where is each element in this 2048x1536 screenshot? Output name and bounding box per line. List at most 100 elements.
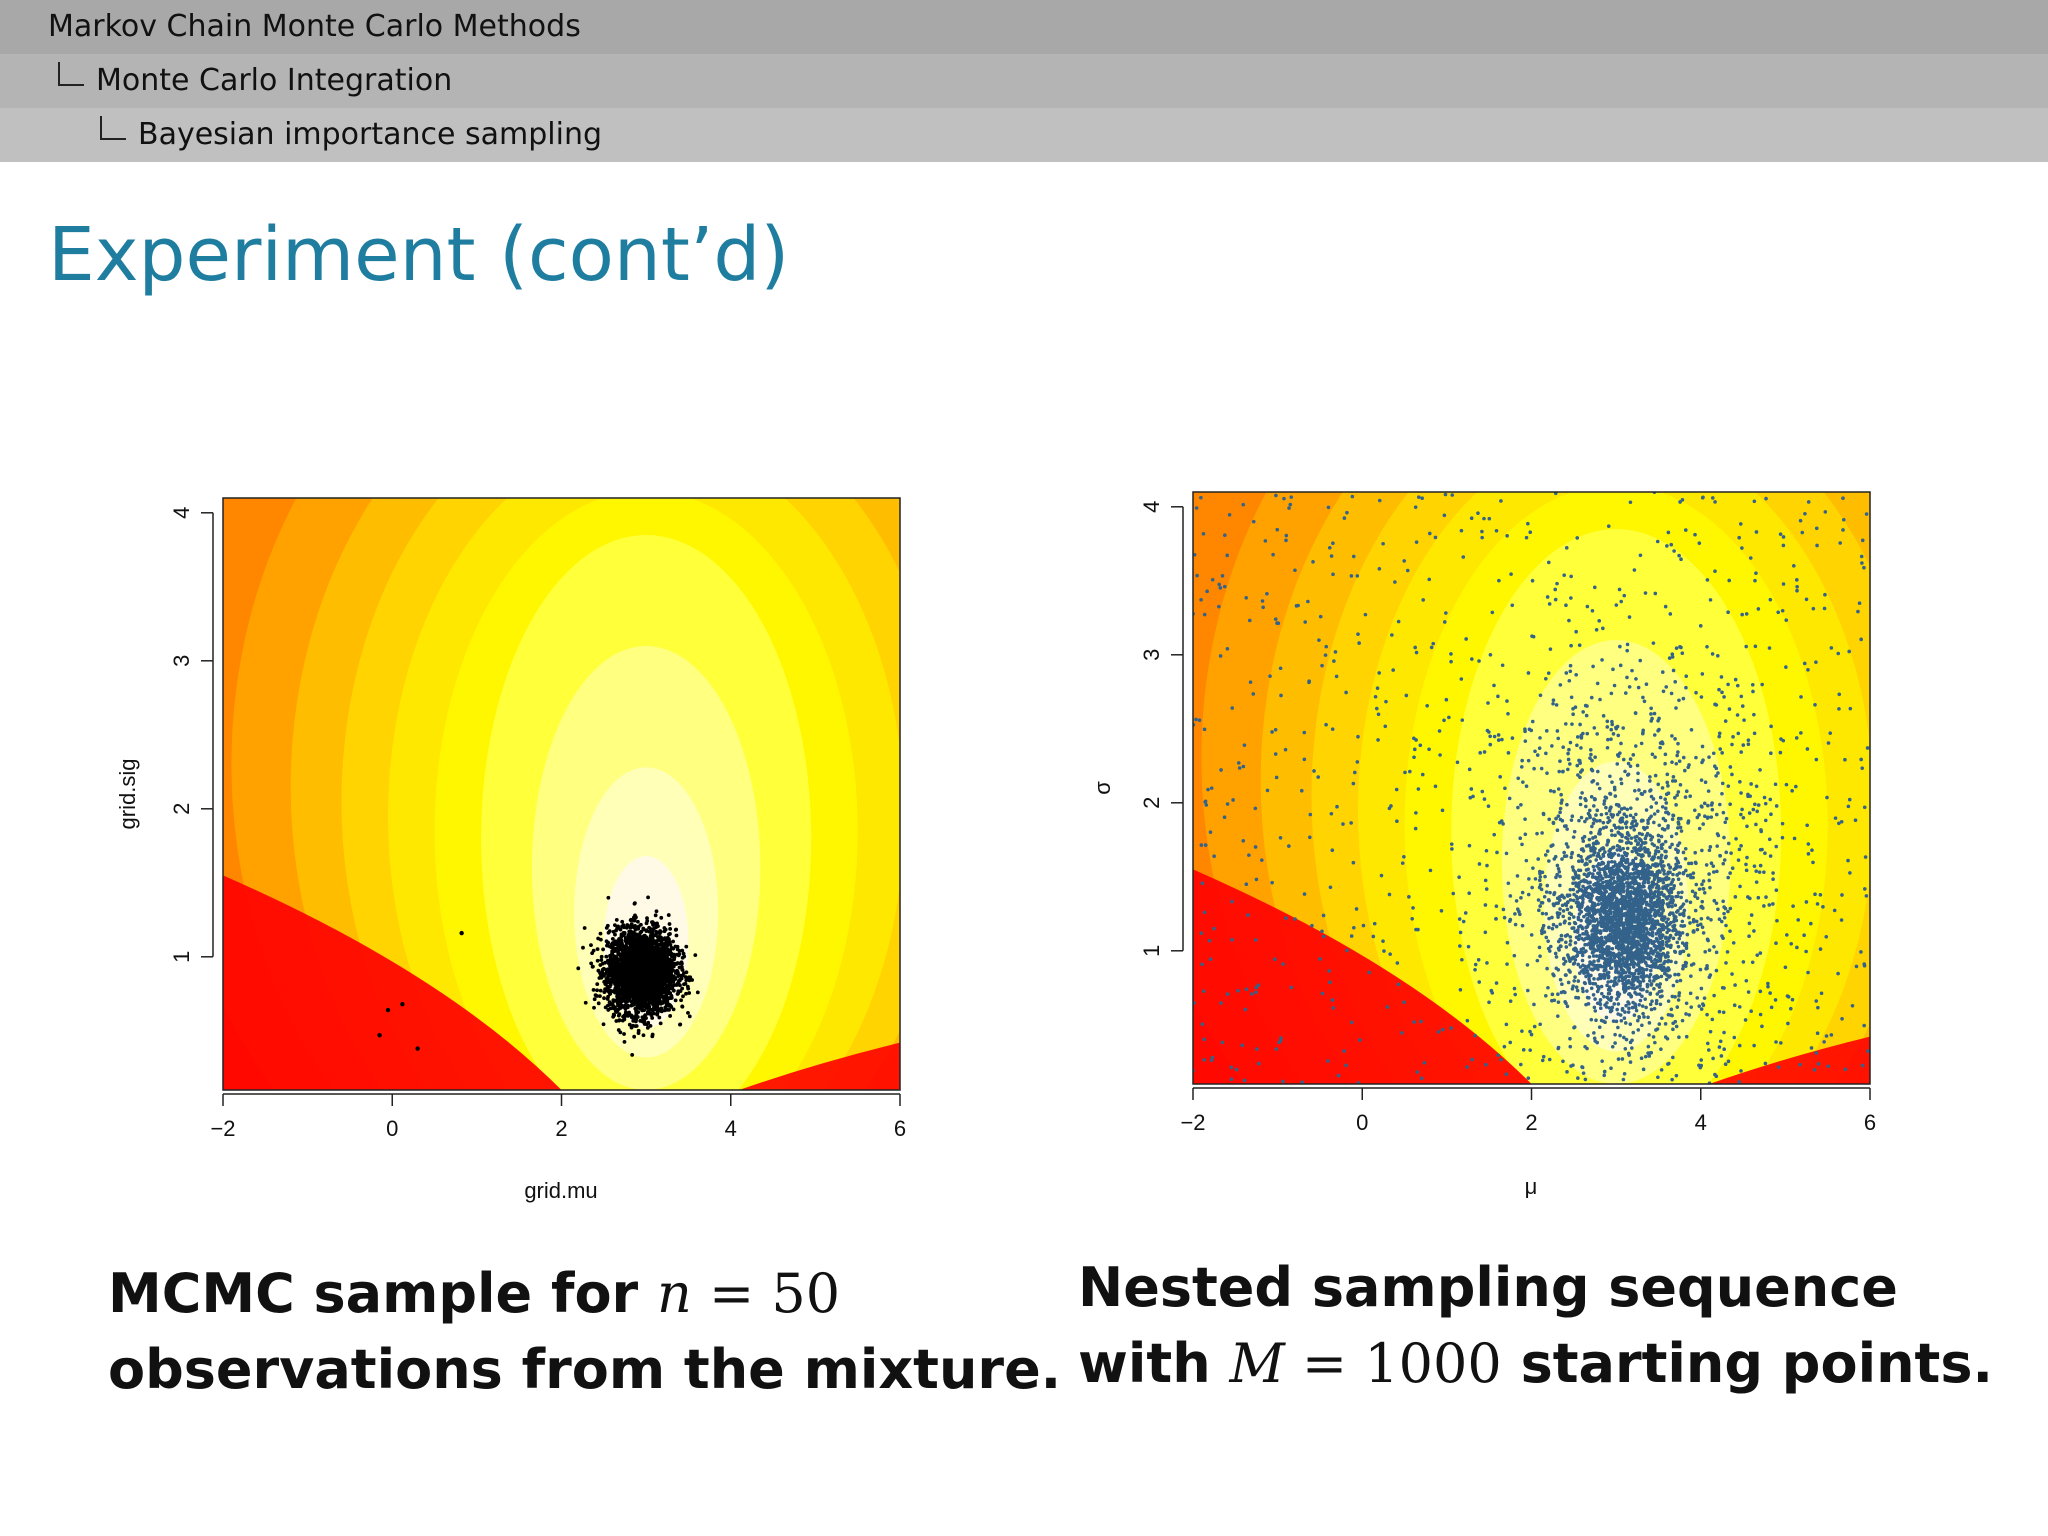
nested-point xyxy=(1251,692,1256,696)
nested-point xyxy=(1684,1001,1689,1006)
nested-point xyxy=(1553,492,1558,496)
nested-point xyxy=(1754,822,1758,827)
nested-point xyxy=(1543,993,1548,998)
nested-point xyxy=(1246,913,1250,917)
mcmc-point xyxy=(656,949,660,954)
nested-point xyxy=(1661,689,1666,694)
nested-point xyxy=(1570,987,1575,991)
nested-point xyxy=(1720,690,1724,695)
nested-point xyxy=(1621,726,1625,730)
nested-point xyxy=(1813,703,1817,707)
nested-point xyxy=(1383,724,1388,729)
nested-point xyxy=(1400,861,1405,865)
nested-point xyxy=(1349,934,1354,938)
nested-point xyxy=(1566,757,1571,762)
nested-point xyxy=(1829,646,1834,650)
nested-point xyxy=(1657,716,1661,721)
nested-point xyxy=(1528,530,1533,535)
nested-point xyxy=(1413,505,1418,509)
nested-point xyxy=(1804,900,1809,904)
nested-point xyxy=(1570,722,1574,726)
nested-point xyxy=(1284,533,1289,538)
nested-point xyxy=(1345,948,1349,953)
nested-point xyxy=(1866,1049,1870,1053)
mcmc-point xyxy=(626,946,631,951)
nested-point xyxy=(1460,718,1465,722)
mcmc-point xyxy=(606,974,610,979)
nested-point xyxy=(1670,1077,1674,1082)
mcmc-point xyxy=(635,987,640,992)
nested-point xyxy=(1550,744,1554,748)
nested-point xyxy=(1698,624,1703,628)
nested-point xyxy=(1331,572,1335,577)
mcmc-point xyxy=(623,1007,628,1011)
mcmc-point xyxy=(621,925,626,930)
nested-point xyxy=(1581,710,1585,714)
nested-point xyxy=(1465,1065,1469,1069)
nested-point xyxy=(1287,844,1291,848)
nested-point xyxy=(1498,775,1502,779)
nested-point xyxy=(1520,842,1524,847)
mcmc-heat-left-wedge xyxy=(223,875,562,1090)
mcmc-point xyxy=(618,1030,623,1035)
mcmc-point xyxy=(638,1000,642,1005)
nested-point xyxy=(1205,589,1209,594)
nested-point xyxy=(1612,683,1617,688)
nested-point xyxy=(1622,593,1627,598)
mcmc-point xyxy=(635,942,639,947)
nested-point xyxy=(1487,516,1492,521)
nested-point xyxy=(1499,1057,1503,1062)
nested-point xyxy=(1758,847,1763,852)
nested-point xyxy=(1713,569,1717,574)
nested-point xyxy=(1377,567,1382,571)
nested-point xyxy=(1202,910,1207,915)
nested-point xyxy=(1628,757,1633,761)
nested-point xyxy=(1585,731,1590,736)
mcmc-point xyxy=(590,951,595,956)
nested-point xyxy=(1628,806,1633,810)
nested-point xyxy=(1546,985,1550,990)
nested-point xyxy=(1591,664,1595,669)
nested-point xyxy=(1199,495,1203,500)
nested-point xyxy=(1530,578,1535,583)
nested-point xyxy=(1553,587,1558,592)
mcmc-point xyxy=(626,1013,631,1018)
nested-point xyxy=(1222,584,1227,589)
nested-point xyxy=(1764,496,1768,501)
nested-point xyxy=(1653,773,1658,778)
nested-point xyxy=(1706,938,1710,943)
nested-point xyxy=(1840,1017,1844,1021)
nested-point xyxy=(1847,649,1851,654)
nested-point xyxy=(1480,535,1484,540)
nested-point xyxy=(1505,940,1510,945)
mcmc-point xyxy=(687,1014,692,1019)
nested-point xyxy=(1229,1065,1234,1070)
nested-point xyxy=(1663,797,1667,802)
nested-point xyxy=(1799,695,1803,699)
nested-point xyxy=(1739,843,1743,848)
nested-point xyxy=(1236,761,1241,765)
nested-point xyxy=(1236,989,1240,993)
nested-point xyxy=(1416,787,1421,791)
nested-point xyxy=(1679,557,1683,561)
mcmc-point xyxy=(645,1025,650,1030)
nested-point xyxy=(1585,704,1589,708)
mcmc-point xyxy=(631,934,636,939)
nested-point xyxy=(1584,713,1589,718)
nested-point xyxy=(1395,961,1400,965)
nested-point xyxy=(1321,934,1326,939)
nested-point xyxy=(1701,495,1705,500)
nested-point xyxy=(1622,1016,1627,1021)
mcmc-point xyxy=(657,1015,662,1020)
nested-point xyxy=(1241,764,1246,769)
nested-point xyxy=(1707,755,1711,759)
nested-point xyxy=(1756,895,1761,900)
mcmc-point xyxy=(675,983,679,987)
nested-point xyxy=(1244,596,1248,600)
mcmc-point xyxy=(643,941,647,946)
nested-point xyxy=(1281,962,1285,966)
mcmc-point xyxy=(633,961,638,966)
nested-point xyxy=(1583,1077,1588,1082)
nested-point xyxy=(1627,615,1632,619)
nested-point xyxy=(1758,989,1763,994)
